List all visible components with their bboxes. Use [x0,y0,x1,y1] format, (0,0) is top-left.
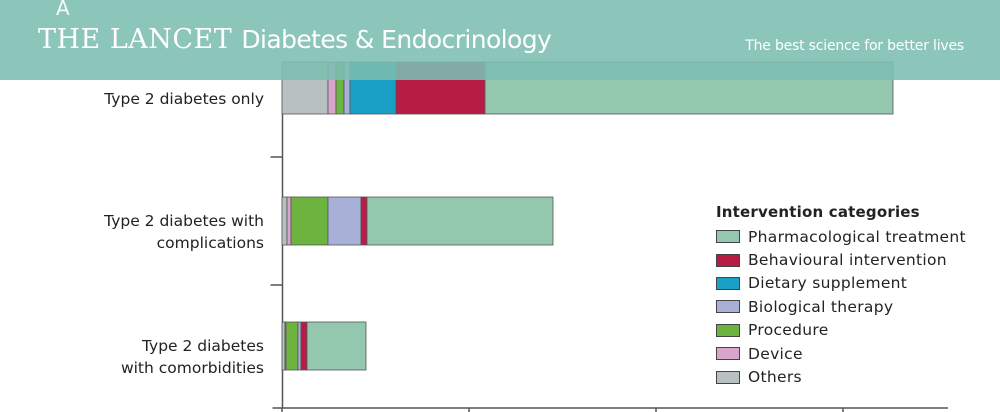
legend-item-dietary: Dietary supplement [716,272,998,295]
journal-title: THE LANCET Diabetes & Endocrinology [38,24,552,55]
category-label-1: Type 2 diabetes with complications [4,210,264,254]
legend-item-device: Device [716,342,998,365]
category-label-2: Type 2 diabetes with comorbidities [4,335,264,379]
legend-item-biological: Biological therapy [716,295,998,318]
legend-item-others: Others [716,365,998,388]
journal-banner: A THE LANCET Diabetes & Endocrinology Th… [0,0,1000,80]
bar-segment-1-procedure [290,196,329,246]
legend-swatch-procedure [716,323,740,337]
legend-item-procedure: Procedure [716,319,998,342]
bar-segment-2-pharmacological-treatment [306,321,367,371]
legend-label-behavioural: Behavioural intervention [748,251,947,270]
legend-label-dietary: Dietary supplement [748,274,908,293]
legend-swatch-biological [716,300,740,314]
category-label-2-line-0: Type 2 diabetes [141,337,264,355]
bar-segment-1-biological-therapy [327,196,362,246]
bar-segment-2-others [281,321,286,371]
legend-label-biological: Biological therapy [748,297,894,316]
legend-label-procedure: Procedure [748,321,829,340]
journal-title-main: THE LANCET [38,24,233,55]
legend-item-pharmacological: Pharmacological treatment [716,225,998,248]
legend-swatch-device [716,347,740,361]
panel-letter: A [56,0,70,20]
chart-legend: Intervention categories Pharmacological … [716,203,998,389]
bar-segment-1-device [286,196,292,246]
category-label-2-line-1: with comorbidities [120,359,264,377]
bar-segment-1-behavioural-intervention [360,196,368,246]
category-label-0: Type 2 diabetes only [4,88,264,110]
category-label-1-line-0: Type 2 diabetes with [104,212,264,230]
journal-title-sub: Diabetes & Endocrinology [241,25,552,54]
journal-tagline: The best science for better lives [745,38,964,54]
bar-segment-1-pharmacological-treatment [366,196,554,246]
category-label-1-line-1: complications [156,234,264,252]
category-label-0-line-0: Type 2 diabetes only [104,90,264,108]
legend-item-behavioural: Behavioural intervention [716,248,998,271]
bar-segment-2-biological-therapy [297,321,302,371]
legend-label-pharmacological: Pharmacological treatment [748,227,966,246]
legend-swatch-pharmacological [716,230,740,244]
legend-swatch-dietary [716,276,740,290]
legend-label-device: Device [748,344,803,363]
legend-swatch-others [716,370,740,384]
bar-segment-1-others [281,196,288,246]
legend-swatch-behavioural [716,253,740,267]
legend-label-others: Others [748,368,802,387]
legend-title: Intervention categories [716,203,920,221]
bar-segment-2-behavioural-intervention [300,321,308,371]
bar-segment-2-procedure [285,321,299,371]
